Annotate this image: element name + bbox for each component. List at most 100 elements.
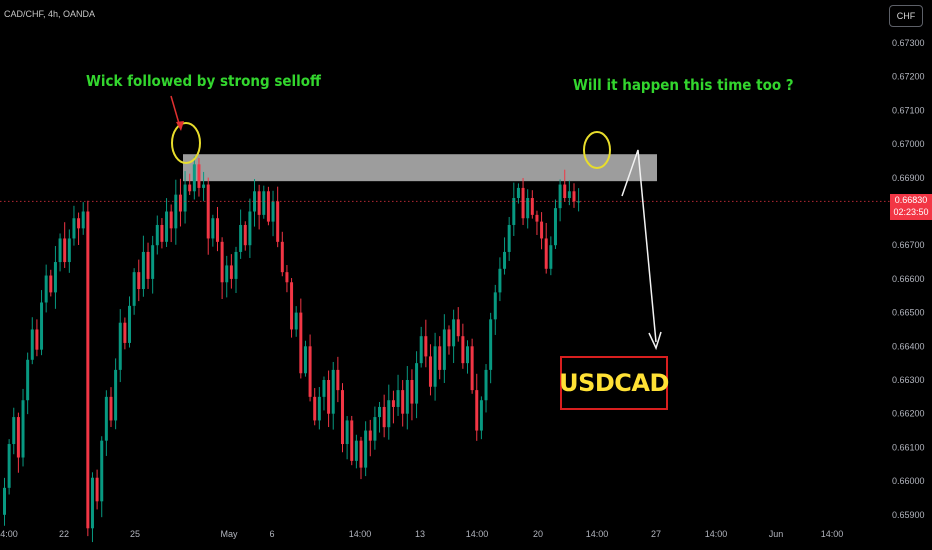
time-tick-label: 13 <box>415 529 425 539</box>
up-candle <box>549 245 553 269</box>
price-tick-label: 0.66000 <box>892 476 925 486</box>
down-candle <box>197 164 201 188</box>
up-candle <box>303 346 307 374</box>
price-tick-label: 0.67200 <box>892 72 925 82</box>
up-candle <box>192 164 196 192</box>
price-tick-label: 0.66400 <box>892 341 925 351</box>
down-candle <box>327 380 331 414</box>
down-candle <box>95 477 99 502</box>
down-candle <box>535 214 539 222</box>
up-candle <box>396 390 400 407</box>
down-candle <box>266 191 270 222</box>
down-candle <box>540 221 544 239</box>
resistance-zone <box>183 154 657 182</box>
price-tick-label: 0.66700 <box>892 240 925 250</box>
down-candle <box>35 329 39 350</box>
time-tick-label: 27 <box>651 529 661 539</box>
up-candle <box>155 224 159 246</box>
price-tick-label: 0.66900 <box>892 173 925 183</box>
price-tick-label: 0.66100 <box>892 442 925 452</box>
up-candle <box>104 396 108 441</box>
current-price-value: 0.66830 <box>894 195 928 206</box>
up-candle <box>211 218 215 239</box>
down-candle <box>401 390 405 414</box>
countdown-timer: 02:23:50 <box>893 207 929 218</box>
time-tick-label: May <box>220 529 238 539</box>
time-tick-label: 14:00 <box>349 529 372 539</box>
up-candle <box>345 420 349 445</box>
up-candle <box>12 417 16 445</box>
up-candle <box>234 251 238 279</box>
price-axis: 0.67300 0.67200 0.67100 0.67000 0.66900 0.668… <box>892 38 925 520</box>
up-candle <box>21 400 25 458</box>
candles <box>3 156 581 543</box>
down-candle <box>276 201 280 242</box>
symbol-label: CAD/CHF, 4h, OANDA <box>4 9 96 19</box>
time-tick-label: 22 <box>59 529 69 539</box>
down-candle <box>280 241 284 273</box>
time-tick-label: 6 <box>269 529 274 539</box>
up-candle <box>433 346 437 387</box>
up-candle <box>442 329 446 370</box>
up-candle <box>90 477 94 529</box>
up-candle <box>512 198 516 225</box>
price-tick-label: 0.67100 <box>892 105 925 115</box>
price-tick-label: 0.66300 <box>892 375 925 385</box>
down-candle <box>410 380 414 404</box>
up-candle <box>3 487 6 515</box>
time-tick-label: 14:00 <box>705 529 728 539</box>
up-candle <box>132 272 136 306</box>
up-candle <box>387 400 391 428</box>
up-candle <box>271 201 275 222</box>
up-candle <box>553 208 557 246</box>
wick-marker-left <box>171 122 201 164</box>
up-candle <box>489 319 493 370</box>
up-candle <box>7 444 11 488</box>
pointer-arrow-head <box>176 121 184 131</box>
down-candle <box>63 238 67 263</box>
up-candle <box>378 406 382 418</box>
down-candle <box>290 282 294 330</box>
price-tick-label: 0.66200 <box>892 409 925 419</box>
down-candle <box>109 396 113 421</box>
down-candle <box>257 191 261 215</box>
down-candle <box>313 396 317 421</box>
time-tick-label: 14:00 <box>586 529 609 539</box>
up-candle <box>331 369 335 414</box>
down-candle <box>229 265 233 279</box>
price-tick-label: 0.67300 <box>892 38 925 48</box>
up-candle <box>516 187 520 199</box>
price-tick-label: 0.67000 <box>892 139 925 149</box>
currency-button[interactable]: CHF <box>889 5 923 27</box>
down-candle <box>456 319 460 337</box>
up-candle <box>317 396 321 421</box>
down-candle <box>123 322 127 343</box>
down-candle <box>521 187 525 219</box>
up-candle <box>183 184 187 212</box>
wick-marker-right <box>583 131 611 169</box>
down-candle <box>160 224 164 242</box>
up-candle <box>253 191 257 212</box>
up-candle <box>364 430 368 468</box>
time-tick-label: 14:00 <box>821 529 844 539</box>
price-tick-label: 0.66600 <box>892 274 925 284</box>
down-candle <box>137 272 141 290</box>
down-candle <box>428 356 432 387</box>
up-candle <box>294 312 298 330</box>
time-tick-label: 14:00 <box>466 529 489 539</box>
up-candle <box>239 224 243 252</box>
up-candle <box>26 359 30 401</box>
up-candle <box>81 211 85 229</box>
down-candle <box>544 238 548 269</box>
price-tick-label: 0.65900 <box>892 510 925 520</box>
down-candle <box>340 390 344 445</box>
annotation-wick-selloff: Wick followed by strong selloff <box>86 72 321 90</box>
down-candle <box>461 336 465 364</box>
projection-path <box>621 149 657 343</box>
down-candle <box>285 272 289 283</box>
usdcad-badge: USDCAD <box>559 356 669 410</box>
up-candle <box>484 369 488 401</box>
down-candle <box>146 251 150 279</box>
time-tick-label: 4:00 <box>0 529 18 539</box>
